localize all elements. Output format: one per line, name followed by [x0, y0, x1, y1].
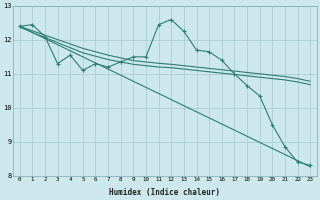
X-axis label: Humidex (Indice chaleur): Humidex (Indice chaleur) [109, 188, 220, 197]
